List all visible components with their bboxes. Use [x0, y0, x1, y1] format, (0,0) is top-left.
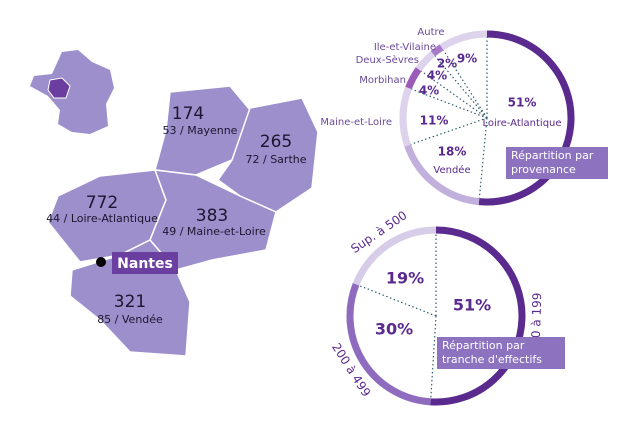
divider	[359, 285, 437, 317]
pie-segment	[415, 50, 436, 72]
category-label: Maine-et-Loire	[320, 117, 392, 128]
category-label: Morbihan	[359, 75, 406, 86]
category-label: 50 à 199	[529, 292, 545, 346]
value-label: 2%	[437, 57, 457, 71]
divider	[410, 117, 488, 145]
city-dot	[96, 257, 106, 267]
category-label: Autre	[417, 27, 444, 38]
region-value: 772	[86, 193, 118, 213]
city-label: Nantes	[117, 256, 173, 272]
pie-segment	[352, 226, 437, 286]
value-label: 4%	[427, 69, 447, 83]
divider	[442, 49, 488, 119]
value-label: 9%	[457, 52, 477, 66]
divider	[421, 70, 488, 119]
divider	[411, 88, 488, 119]
department	[154, 85, 251, 176]
region-value: 174	[172, 104, 204, 124]
region-highlight	[47, 77, 71, 99]
city-box	[112, 252, 178, 274]
region-label: 72 / Sarthe	[246, 153, 307, 166]
value-label: 4%	[419, 84, 439, 98]
category-label: Loire-Atlantique	[482, 118, 561, 129]
category-label: Ile-et-Vilaine	[374, 42, 436, 53]
france-map	[30, 50, 114, 134]
chart-title: Répartition par provenance	[506, 147, 608, 179]
region-label: 49 / Maine-et-Loire	[162, 225, 266, 238]
value-label: 18%	[438, 145, 467, 159]
region-value: 383	[196, 206, 228, 226]
pie-segment	[439, 30, 488, 51]
divider	[434, 55, 488, 119]
pie-segment	[404, 144, 480, 206]
divider	[430, 315, 437, 399]
value-label: 30%	[375, 320, 413, 339]
category-label: Deux-Sèvres	[356, 54, 419, 66]
pie-segment	[430, 44, 444, 57]
region-label: 85 / Vendée	[97, 313, 163, 326]
pie-segment	[346, 283, 431, 406]
value-label: 51%	[453, 296, 491, 315]
divider	[478, 117, 488, 199]
value-label: 51%	[508, 96, 537, 110]
pie-segment	[405, 67, 422, 90]
pie-segment	[399, 86, 412, 147]
region-label: 44 / Loire-Atlantique	[46, 212, 158, 225]
region-value: 321	[114, 292, 146, 312]
pie-segment	[478, 30, 575, 206]
region-value: 265	[260, 132, 292, 152]
department	[149, 169, 277, 271]
chart-title: Répartition par tranche d'effectifs	[437, 337, 565, 369]
value-label: 19%	[386, 269, 424, 288]
category-label: Vendée	[433, 164, 470, 176]
region-label: 53 / Mayenne	[163, 124, 238, 137]
value-label: 11%	[420, 114, 449, 128]
pie-segment	[430, 226, 526, 406]
